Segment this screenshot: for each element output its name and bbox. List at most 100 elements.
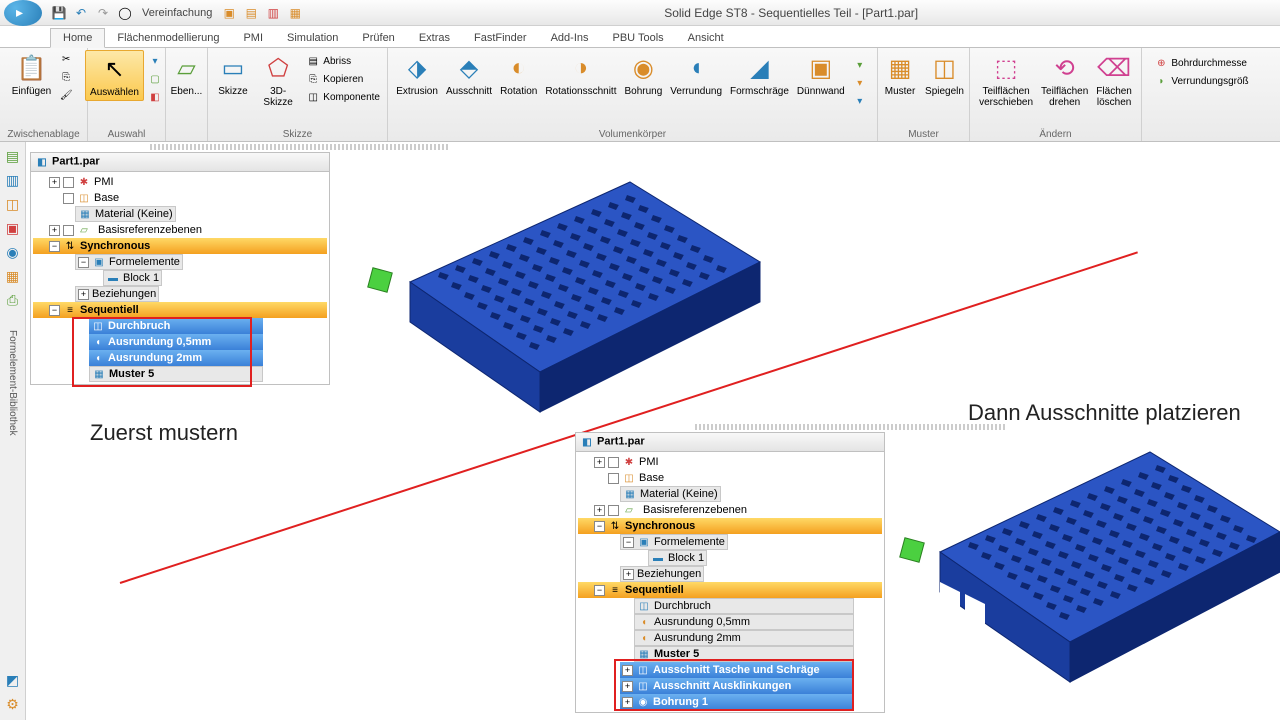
lt-icon-9[interactable]: ⚙ [3,694,23,714]
checkbox[interactable] [63,225,74,236]
tree1-material[interactable]: ▦Material (Keine) [75,206,176,222]
tree2-root[interactable]: ◧Part1.par [576,433,884,452]
tree2-material[interactable]: ▦Material (Keine) [620,486,721,502]
muster-button[interactable]: ▦Muster [879,50,921,99]
auswaehlen-button[interactable]: ↖ Auswählen [85,50,144,101]
lt-icon-8[interactable]: ◩ [3,670,23,690]
copy-button[interactable]: ⎘ [55,68,79,86]
rotationsschnitt-button[interactable]: ◑Rotationsschnitt [541,50,620,99]
tree1-sequentiell[interactable]: −≡Sequentiell [33,302,327,318]
plus-icon[interactable]: + [594,457,605,468]
tab-pbutools[interactable]: PBU Tools [601,29,676,47]
model-view-2[interactable] [890,432,1280,712]
spiegeln-button[interactable]: ◫Spiegeln [921,50,968,99]
tree2-beziehungen[interactable]: +Beziehungen [620,566,704,582]
gripper-top[interactable] [150,144,450,150]
minus-icon[interactable]: − [594,521,605,532]
formschraege-button[interactable]: ◢Formschräge [726,50,793,99]
bohrdurchmesse-button[interactable]: ⊕Bohrdurchmesse [1150,54,1251,72]
minus-icon[interactable]: − [623,537,634,548]
tree2-durchbruch[interactable]: ◫Durchbruch [634,598,854,614]
tree1-basisref[interactable]: +▱Basisreferenzebenen [33,222,327,238]
tree1-pmi[interactable]: +✱PMI [33,174,327,190]
tree2-ausrundung05[interactable]: ◖Ausrundung 0,5mm [634,614,854,630]
minus-icon[interactable]: − [78,257,89,268]
verrundungsgroe-button[interactable]: ◗Verrundungsgröß [1150,72,1251,90]
tree1-beziehungen[interactable]: +Beziehungen [75,286,159,302]
formelement-bibliothek-tab[interactable]: Formelement-Bibliothek [5,324,20,442]
plus-icon[interactable]: + [49,225,60,236]
extrusion-button[interactable]: ⬗Extrusion [392,50,442,99]
plus-icon[interactable]: + [622,665,633,676]
ausschnitt-button[interactable]: ⬘Ausschnitt [442,50,496,99]
plus-icon[interactable]: + [594,505,605,516]
tree2-sequentiell[interactable]: −≡Sequentiell [578,582,882,598]
minus-icon[interactable]: − [49,305,60,316]
flaechen-loeschen-button[interactable]: ⌫Flächen löschen [1092,50,1136,110]
lt-icon-3[interactable]: ◫ [3,194,23,214]
tree2-synchronous[interactable]: −⇅Synchronous [578,518,882,534]
qat-icon-2[interactable]: ▤ [242,4,260,22]
tab-extras[interactable]: Extras [407,29,462,47]
save-icon[interactable]: 💾 [50,4,68,22]
vk-opt-3[interactable]: ▾ [849,92,873,110]
redo-icon[interactable]: ↷ [94,4,112,22]
tree2-ausschnitt-ausklinkungen[interactable]: +◫Ausschnitt Ausklinkungen [620,678,854,694]
tab-pmi[interactable]: PMI [231,29,275,47]
tree1-formelemente[interactable]: −▣Formelemente [75,254,183,270]
plus-icon[interactable]: + [622,697,633,708]
lt-icon-6[interactable]: ▦ [3,266,23,286]
rotation-button[interactable]: ◐Rotation [496,50,541,99]
checkbox[interactable] [63,193,74,204]
qat-icon-1[interactable]: ▣ [220,4,238,22]
cut-button[interactable]: ✂ [55,50,79,68]
qat-vereinfachung[interactable]: Vereinfachung [142,7,212,19]
teilflaechen-verschieben-button[interactable]: ⬚Teilflächen verschieben [975,50,1037,110]
skizze-button[interactable]: ▭ Skizze [212,50,254,99]
app-logo-icon[interactable] [4,0,42,26]
checkbox[interactable] [608,505,619,516]
einfuegen-button[interactable]: 📋 Einfügen [8,50,55,99]
sel-opt-2[interactable]: ▢ [144,70,168,88]
tree2-pmi[interactable]: +✱PMI [578,454,882,470]
tab-flaechen[interactable]: Flächenmodellierung [105,29,231,47]
lt-icon-4[interactable]: ▣ [3,218,23,238]
lt-icon-1[interactable]: ▤ [3,146,23,166]
tab-simulation[interactable]: Simulation [275,29,350,47]
duennwand-button[interactable]: ▣Dünnwand [793,50,849,99]
kopieren-button[interactable]: ⎘Kopieren [302,70,383,88]
tab-home[interactable]: Home [50,28,105,48]
tree1-muster5[interactable]: ▦Muster 5 [89,366,263,382]
sel-opt-1[interactable]: ▾ [144,52,168,70]
checkbox[interactable] [63,177,74,188]
bohrung-button[interactable]: ◉Bohrung [620,50,666,99]
plus-icon[interactable]: + [623,569,634,580]
tree2-basisref[interactable]: +▱Basisreferenzebenen [578,502,882,518]
tree2-formelemente[interactable]: −▣Formelemente [620,534,728,550]
tree1-synchronous[interactable]: −⇅Synchronous [33,238,327,254]
model-view-1[interactable] [350,162,770,442]
lt-icon-5[interactable]: ◉ [3,242,23,262]
tab-ansicht[interactable]: Ansicht [676,29,736,47]
paintbrush-button[interactable]: 🖌 [55,86,79,104]
skizze3d-button[interactable]: ⬠ 3D-Skizze [254,50,302,110]
undo-icon[interactable]: ↶ [72,4,90,22]
komponente-button[interactable]: ◫Komponente [302,88,383,106]
gripper-mid[interactable] [695,424,1005,430]
sel-opt-3[interactable]: ◧ [144,88,168,106]
tree1-root[interactable]: ◧Part1.par [31,153,329,172]
tree2-ausrundung2[interactable]: ◖Ausrundung 2mm [634,630,854,646]
tree2-block1[interactable]: ▬Block 1 [648,550,707,566]
verrundung-button[interactable]: ◖Verrundung [666,50,726,99]
plus-icon[interactable]: + [78,289,89,300]
minus-icon[interactable]: − [594,585,605,596]
tree1-durchbruch[interactable]: ◫Durchbruch [89,318,263,334]
abriss-button[interactable]: ▤Abriss [302,52,383,70]
tree2-muster5[interactable]: ▦Muster 5 [634,646,854,662]
plus-icon[interactable]: + [49,177,60,188]
tab-pruefen[interactable]: Prüfen [350,29,406,47]
tree2-bohrung1[interactable]: +◉Bohrung 1 [620,694,854,710]
tree2-ausschnitt-tasche[interactable]: +◫Ausschnitt Tasche und Schräge [620,662,854,678]
tree1-ausrundung2[interactable]: ◖Ausrundung 2mm [89,350,263,366]
tree1-block1[interactable]: ▬Block 1 [103,270,162,286]
